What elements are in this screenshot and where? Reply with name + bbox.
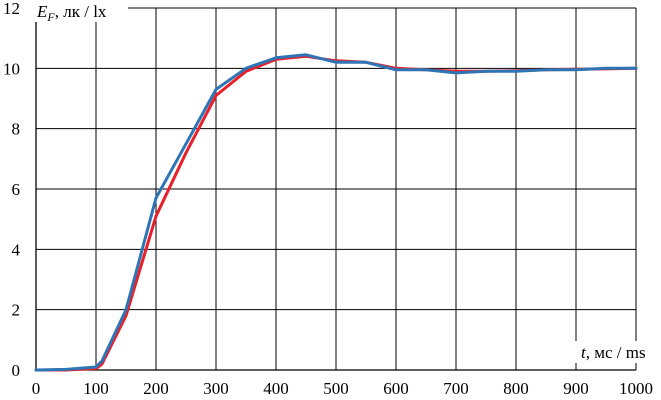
x-tick-label: 500 (323, 379, 349, 398)
y-axis-label: EF, лк / lx (36, 2, 107, 24)
x-axis-label: t, мс / ms (581, 343, 646, 362)
x-tick-label: 100 (83, 379, 109, 398)
y-tick-label: 12 (3, 0, 20, 18)
series-lines (34, 53, 638, 372)
x-axis-label-units: , мс / ms (586, 343, 646, 362)
x-tick-label: 700 (443, 379, 469, 398)
x-tick-label: 400 (263, 379, 289, 398)
y-tick-label: 4 (12, 240, 21, 259)
y-tick-label: 2 (12, 301, 21, 320)
y-tick-label: 10 (3, 59, 20, 78)
y-axis-label-units: , лк / lx (55, 2, 107, 21)
y-axis-label-subscript: F (46, 10, 55, 24)
series-line-2 (34, 53, 638, 372)
x-tick-label: 900 (563, 379, 589, 398)
y-axis-label-background (32, 0, 128, 22)
y-tick-label: 0 (12, 361, 21, 380)
x-tick-label: 600 (383, 379, 409, 398)
y-tick-label: 8 (12, 120, 21, 139)
axes (35, 8, 636, 371)
tick-labels: 0 100 200 300 400 500 600 700 800 900 1000 0 2 4 6 8 10 1… (3, 0, 653, 398)
x-tick-label: 0 (32, 379, 41, 398)
x-tick-label: 1000 (619, 379, 653, 398)
y-tick-label: 6 (12, 180, 21, 199)
y-axis-label-symbol: E (36, 2, 48, 21)
x-tick-label: 200 (143, 379, 169, 398)
x-axis-label-symbol: t (581, 343, 587, 362)
x-tick-label: 800 (503, 379, 529, 398)
x-axis-label-background (574, 341, 661, 363)
x-tick-label: 300 (203, 379, 229, 398)
